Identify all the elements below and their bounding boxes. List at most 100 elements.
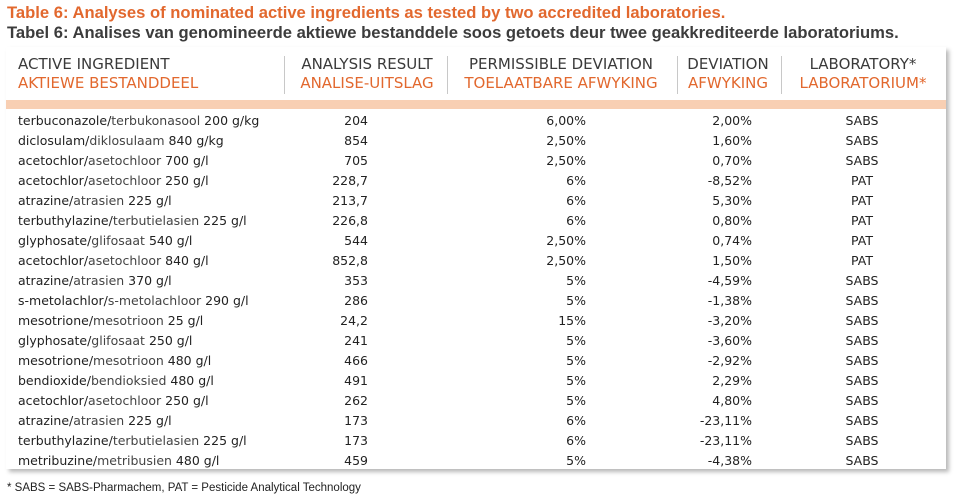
- analysis-result-cell: 466: [344, 353, 368, 368]
- deviation-cell: -4,38%: [707, 453, 752, 468]
- deviation-cell: -1,38%: [707, 293, 752, 308]
- header-laboratory: LABORATORY* LABORATORIUM*: [788, 55, 938, 93]
- ingredient-name-en: mesotrione: [18, 353, 89, 368]
- ingredient-name-af: terbukonasool: [111, 113, 201, 128]
- ingredient-name-en: terbuconazole: [18, 113, 108, 128]
- ingredient-concentration: 370 g/l: [124, 273, 172, 288]
- header-separator-band: [6, 100, 946, 109]
- permissible-deviation-cell: 2,50%: [546, 153, 586, 168]
- active-ingredient-cell: mesotrione/mesotrioon 480 g/l: [18, 351, 211, 371]
- permissible-deviation-cell: 2,50%: [546, 233, 586, 248]
- ingredient-concentration: 480 g/l: [171, 453, 220, 468]
- ingredient-name-af: atrasien: [73, 273, 125, 288]
- active-ingredient-cell: bendioxide/bendioksied 480 g/l: [18, 371, 214, 391]
- active-ingredient-cell: terbuthylazine/terbutielasien 225 g/l: [18, 431, 247, 451]
- permissible-deviation-cell: 6%: [566, 433, 586, 448]
- analysis-result-cell: 213,7: [332, 193, 368, 208]
- header-label-en: ACTIVE INGREDIENT: [18, 55, 170, 73]
- active-ingredient-cell: acetochlor/asetochloor 250 g/l: [18, 171, 209, 191]
- footnote: * SABS = SABS-Pharmachem, PAT = Pesticid…: [7, 482, 361, 494]
- table-row: acetochlor/asetochloor 250 g/l 262 5% 4,80%…: [6, 391, 946, 411]
- ingredient-concentration: 840 g/l: [161, 253, 209, 268]
- results-table: ACTIVE INGREDIENT AKTIEWE BESTANDDEEL AN…: [6, 47, 946, 469]
- permissible-deviation-cell: 5%: [566, 293, 586, 308]
- deviation-cell: -4,59%: [707, 273, 752, 288]
- analysis-result-cell: 204: [344, 113, 368, 128]
- active-ingredient-cell: atrazine/atrasien 225 g/l: [18, 191, 172, 211]
- header-label-af: ANALISE-UITSLAG: [300, 74, 434, 92]
- column-divider: [447, 56, 448, 94]
- table-row: mesotrione/mesotrioon 480 g/l 466 5% -2,92%…: [6, 351, 946, 371]
- ingredient-name-en: terbuthylazine: [18, 213, 109, 228]
- analysis-result-cell: 459: [344, 453, 368, 468]
- permissible-deviation-cell: 5%: [566, 333, 586, 348]
- permissible-deviation-cell: 2,50%: [546, 253, 586, 268]
- analysis-result-cell: 852,8: [332, 253, 368, 268]
- ingredient-concentration: 225 g/l: [124, 193, 172, 208]
- ingredient-concentration: 250 g/l: [161, 393, 209, 408]
- ingredient-name-en: metribuzine: [18, 453, 93, 468]
- header-label-af: LABORATORIUM*: [799, 74, 927, 92]
- header-deviation: DEVIATION AFWYKING: [682, 55, 774, 93]
- analysis-result-cell: 854: [344, 133, 368, 148]
- ingredient-slash: /: [103, 293, 108, 308]
- deviation-cell: 5,30%: [712, 193, 752, 208]
- ingredient-name-en: mesotrione: [18, 313, 89, 328]
- ingredient-concentration: 290 g/l: [201, 293, 249, 308]
- ingredient-name-af: terbutielasien: [112, 433, 200, 448]
- analysis-result-cell: 228,7: [332, 173, 368, 188]
- ingredient-slash: /: [88, 353, 94, 368]
- permissible-deviation-cell: 6,00%: [546, 113, 586, 128]
- table-title-afrikaans: Tabel 6: Analises van genomineerde aktie…: [7, 23, 899, 42]
- ingredient-concentration: 225 g/l: [199, 433, 247, 448]
- laboratory-cell: SABS: [845, 153, 879, 168]
- ingredient-name-en: diclosulam: [18, 133, 86, 148]
- ingredient-name-af: mesotrioon: [93, 353, 164, 368]
- permissible-deviation-cell: 5%: [566, 353, 586, 368]
- ingredient-concentration: 700 g/l: [161, 153, 209, 168]
- ingredient-slash: /: [107, 113, 112, 128]
- permissible-deviation-cell: 2,50%: [546, 133, 586, 148]
- permissible-deviation-cell: 15%: [558, 313, 586, 328]
- ingredient-name-en: acetochlor: [18, 153, 84, 168]
- table-row: metribuzine/metribusien 480 g/l 459 5% -4,3…: [6, 451, 946, 471]
- laboratory-cell: SABS: [845, 313, 879, 328]
- table-row: terbuthylazine/terbutielasien 225 g/l 173…: [6, 431, 946, 451]
- analysis-result-cell: 226,8: [332, 213, 368, 228]
- ingredient-name-en: acetochlor: [18, 173, 84, 188]
- ingredient-concentration: 480 g/l: [163, 353, 212, 368]
- analysis-result-cell: 286: [344, 293, 368, 308]
- ingredient-name-af: mesotrioon: [93, 313, 164, 328]
- ingredient-slash: /: [86, 373, 91, 388]
- permissible-deviation-cell: 6%: [566, 193, 586, 208]
- laboratory-cell: PAT: [851, 253, 873, 268]
- deviation-cell: -3,20%: [707, 313, 752, 328]
- active-ingredient-cell: mesotrione/mesotrioon 25 g/l: [18, 311, 203, 331]
- ingredient-name-en: atrazine: [18, 413, 70, 428]
- header-analysis-result: ANALYSIS RESULT ANALISE-UITSLAG: [294, 55, 440, 93]
- laboratory-cell: SABS: [845, 333, 879, 348]
- header-label-af: TOELAATBARE AFWYKING: [464, 74, 658, 92]
- ingredient-name-af: atrasien: [73, 193, 125, 208]
- deviation-cell: 2,29%: [712, 373, 752, 388]
- ingredient-slash: /: [83, 153, 89, 168]
- ingredient-name-en: acetochlor: [18, 253, 84, 268]
- laboratory-cell: SABS: [845, 133, 879, 148]
- table-row: atrazine/atrasien 225 g/l 213,7 6% 5,30% PAT: [6, 191, 946, 211]
- laboratory-cell: SABS: [845, 433, 879, 448]
- deviation-cell: -2,92%: [707, 353, 752, 368]
- laboratory-cell: SABS: [845, 113, 879, 128]
- table-row: glyphosate/glifosaat 250 g/l 241 5% -3,60% S…: [6, 331, 946, 351]
- table-row: bendioxide/bendioksied 480 g/l 491 5% 2,29%…: [6, 371, 946, 391]
- ingredient-name-af: metribusien: [97, 453, 172, 468]
- table-header: ACTIVE INGREDIENT AKTIEWE BESTANDDEEL AN…: [6, 47, 946, 99]
- ingredient-name-af: diklosulaam: [89, 133, 165, 148]
- laboratory-cell: SABS: [845, 353, 879, 368]
- ingredient-slash: /: [69, 413, 74, 428]
- deviation-cell: 0,80%: [712, 213, 752, 228]
- ingredient-slash: /: [108, 433, 113, 448]
- active-ingredient-cell: acetochlor/asetochloor 700 g/l: [18, 151, 209, 171]
- laboratory-cell: SABS: [845, 393, 879, 408]
- analysis-result-cell: 173: [344, 433, 368, 448]
- active-ingredient-cell: atrazine/atrasien 225 g/l: [18, 411, 172, 431]
